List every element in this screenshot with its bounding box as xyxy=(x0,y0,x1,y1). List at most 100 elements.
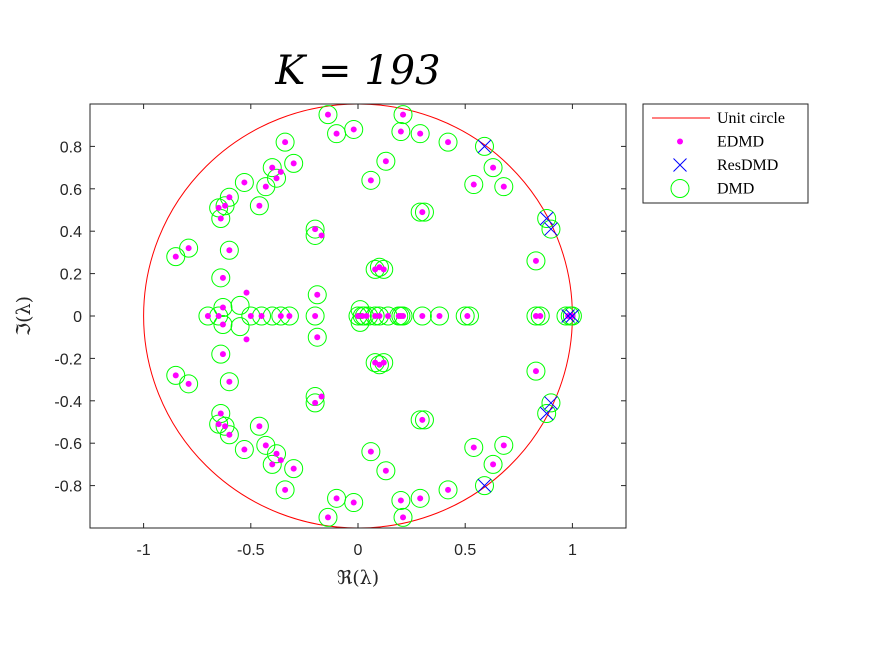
edmd-point xyxy=(312,313,319,319)
dmd-point xyxy=(391,490,411,510)
dmd-point xyxy=(414,410,434,430)
dmd-point xyxy=(318,105,338,125)
edmd-point xyxy=(241,446,248,453)
dmd-point xyxy=(344,119,364,139)
y-tick-label: 0.2 xyxy=(60,267,82,284)
dmd-point xyxy=(494,177,514,197)
edmd-point xyxy=(350,126,357,133)
dmd-point xyxy=(234,440,254,460)
edmd-point xyxy=(226,194,233,201)
dmd-point xyxy=(318,507,338,527)
dmd-point xyxy=(215,416,235,436)
edmd-point xyxy=(318,232,325,239)
edmd-point xyxy=(382,467,389,474)
edmd-point xyxy=(318,393,325,400)
y-tick-label: 0.6 xyxy=(60,182,82,199)
dmd-point xyxy=(410,488,430,508)
dmd-point xyxy=(483,454,503,474)
edmd-point xyxy=(367,448,374,455)
edmd-point xyxy=(314,334,321,341)
edmd-point xyxy=(286,313,293,319)
edmd-point xyxy=(333,130,340,137)
edmd-point xyxy=(290,465,297,472)
dmd-point xyxy=(284,153,304,173)
dmd-point xyxy=(474,476,494,496)
dmd-point xyxy=(414,202,434,222)
dmd-point xyxy=(267,168,287,188)
edmd-point xyxy=(537,313,544,319)
resdmd-point xyxy=(477,139,492,154)
dmd-point xyxy=(562,306,582,326)
dmd-point xyxy=(438,132,458,152)
dmd-point xyxy=(459,306,479,326)
edmd-point xyxy=(445,139,452,146)
legend-box xyxy=(642,103,809,204)
y-tick-label: 0.4 xyxy=(60,224,82,241)
dmd-point xyxy=(410,202,430,222)
dmd-point xyxy=(483,158,503,178)
chart-marks xyxy=(143,104,582,528)
legend-circle-marker xyxy=(670,179,690,198)
dmd-point xyxy=(391,122,411,142)
edmd-point xyxy=(247,313,254,319)
edmd-point xyxy=(312,226,319,233)
edmd-point xyxy=(397,497,404,504)
edmd-point xyxy=(215,313,222,319)
dmd-point xyxy=(284,459,304,479)
y-tick-label: 0.8 xyxy=(60,139,82,156)
edmd-point xyxy=(277,168,284,175)
edmd-point xyxy=(314,291,321,298)
edmd-point xyxy=(500,183,507,190)
dmd-point xyxy=(249,196,269,216)
edmd-point xyxy=(470,181,477,188)
dmd-point xyxy=(213,314,233,334)
dmd-point xyxy=(361,170,381,190)
edmd-point xyxy=(215,421,222,428)
dmd-point xyxy=(494,435,514,455)
edmd-point xyxy=(400,111,407,118)
edmd-point xyxy=(333,495,340,502)
dmd-point xyxy=(211,344,231,364)
dmd-point xyxy=(219,240,239,260)
edmd-point xyxy=(172,253,179,260)
dmd-point xyxy=(376,151,396,171)
dmd-point xyxy=(344,493,364,513)
x-tick-label: -0.5 xyxy=(237,542,265,559)
dmd-point xyxy=(230,317,250,337)
resdmd-point xyxy=(565,309,580,323)
edmd-point xyxy=(215,204,222,211)
edmd-point xyxy=(262,183,269,190)
dmd-point xyxy=(275,480,295,500)
y-tick-label: -0.2 xyxy=(54,351,82,368)
dmd-point xyxy=(429,306,449,326)
edmd-point xyxy=(185,380,192,387)
legend-dot-marker xyxy=(677,138,683,145)
y-axis-label: ℑ(λ) xyxy=(13,296,35,336)
edmd-point xyxy=(359,313,366,319)
legend-label: Unit circle xyxy=(717,110,785,127)
edmd-point xyxy=(204,313,211,319)
edmd-point xyxy=(219,274,226,281)
edmd-point xyxy=(372,313,379,319)
dmd-point xyxy=(464,175,484,195)
edmd-point xyxy=(324,111,331,118)
edmd-point xyxy=(243,336,250,343)
edmd-point xyxy=(445,486,452,493)
dmd-point xyxy=(412,306,432,326)
dmd-point xyxy=(179,374,199,394)
dmd-point xyxy=(307,327,327,347)
edmd-point xyxy=(397,128,404,135)
edmd-point xyxy=(312,399,319,406)
edmd-point xyxy=(417,495,424,502)
edmd-point xyxy=(256,423,263,430)
edmd-point xyxy=(282,486,289,493)
dmd-point xyxy=(230,295,250,315)
y-tick-label: 0 xyxy=(73,309,82,326)
edmd-point xyxy=(277,457,284,464)
edmd-point xyxy=(417,130,424,137)
y-tick-label: -0.4 xyxy=(54,394,82,411)
legend: Unit circle EDMD ResDMD DMD xyxy=(642,103,809,204)
legend-label: EDMD xyxy=(717,134,764,151)
edmd-point xyxy=(290,160,297,167)
dmd-point xyxy=(215,196,235,216)
